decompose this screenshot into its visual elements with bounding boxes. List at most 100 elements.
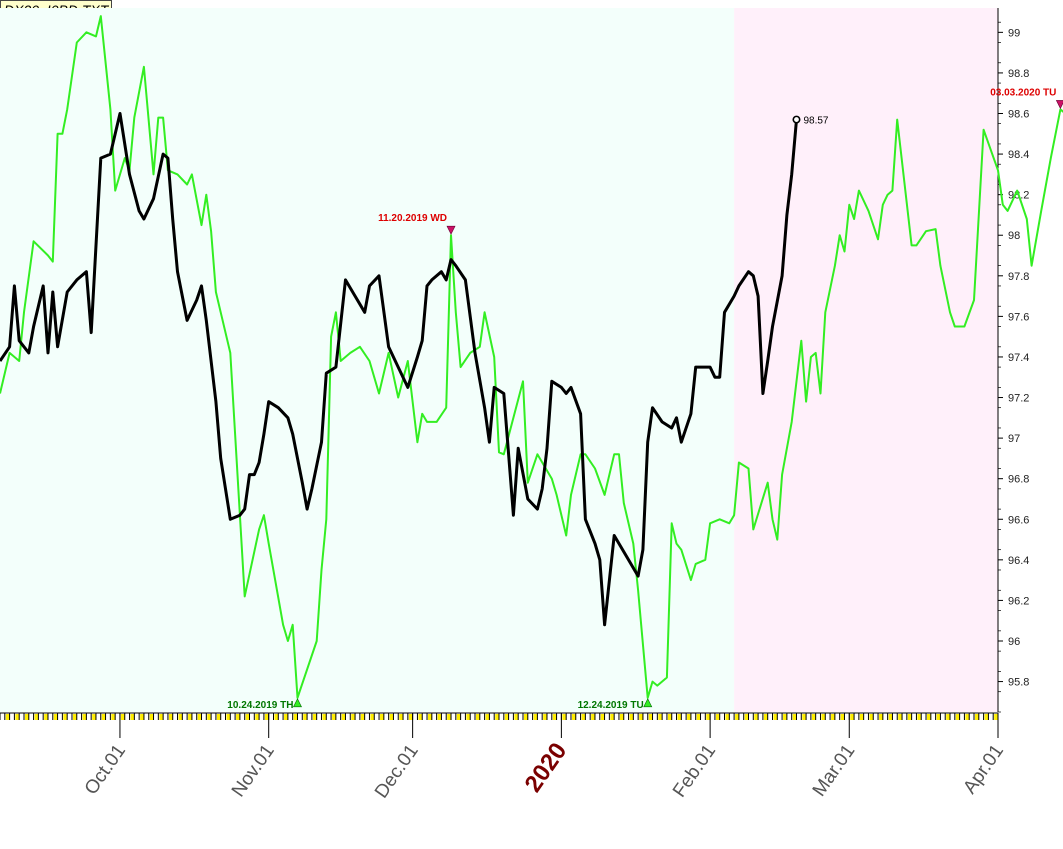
x-day-marker — [188, 714, 192, 720]
x-day-marker — [226, 714, 231, 720]
y-tick-label: 98.8 — [1008, 68, 1029, 80]
x-day-marker — [754, 714, 758, 720]
y-tick-label: 97.6 — [1008, 311, 1029, 323]
low-marker — [643, 698, 653, 708]
x-day-marker — [763, 714, 768, 720]
x-day-marker — [907, 714, 912, 720]
x-day-marker — [619, 714, 624, 720]
x-day-marker — [351, 714, 355, 720]
x-day-marker — [562, 714, 566, 720]
x-day-marker — [831, 714, 835, 720]
x-day-marker — [773, 714, 777, 720]
high-marker — [446, 225, 456, 235]
x-day-marker — [34, 714, 39, 720]
high-label: 11.20.2019 WD — [378, 213, 447, 224]
x-day-marker — [581, 714, 586, 720]
forecast-background — [734, 8, 998, 712]
x-day-marker — [274, 714, 278, 720]
y-tick-label: 96 — [1008, 636, 1020, 648]
x-day-marker — [293, 714, 298, 720]
x-day-marker — [629, 714, 634, 720]
x-tick-label: Dec.01 — [371, 741, 423, 802]
x-day-marker — [380, 714, 384, 720]
x-day-marker — [898, 714, 902, 720]
x-day-marker — [168, 714, 173, 720]
y-tick-label: 97 — [1008, 433, 1020, 445]
x-day-marker — [370, 714, 374, 720]
x-day-marker — [610, 714, 614, 720]
x-day-marker — [303, 714, 307, 720]
y-tick-label: 97.4 — [1008, 352, 1029, 364]
x-day-marker — [591, 714, 595, 720]
x-day-marker — [533, 714, 538, 720]
x-day-marker — [72, 714, 77, 720]
x-day-marker — [879, 714, 883, 720]
y-tick-label: 98.4 — [1008, 149, 1029, 161]
x-day-marker — [840, 714, 845, 720]
x-day-marker — [130, 714, 135, 720]
black-series-line — [0, 112, 798, 627]
x-day-marker — [111, 714, 115, 720]
x-day-marker — [284, 714, 288, 720]
x-day-marker — [447, 714, 451, 720]
x-day-marker — [955, 714, 960, 720]
x-day-marker — [888, 714, 893, 720]
x-day-marker — [15, 714, 19, 720]
x-day-marker — [485, 714, 490, 720]
x-day-marker — [399, 714, 403, 720]
x-day-marker — [476, 714, 480, 720]
x-day-marker — [92, 714, 96, 720]
x-day-marker — [677, 714, 682, 720]
x-day-marker — [53, 714, 58, 720]
y-tick-label: 97.2 — [1008, 393, 1029, 405]
y-tick-label: 95.8 — [1008, 677, 1029, 689]
x-day-marker — [322, 714, 326, 720]
x-day-marker — [859, 714, 864, 720]
low-label: 12.24.2019 TU — [578, 700, 644, 711]
x-day-marker — [523, 714, 528, 720]
x-day-marker — [552, 714, 557, 720]
x-day-marker — [936, 714, 941, 720]
x-day-marker — [428, 714, 432, 720]
y-tick-label: 96.6 — [1008, 514, 1029, 526]
x-day-marker — [178, 714, 183, 720]
x-day-marker — [735, 714, 739, 720]
x-day-marker — [715, 714, 720, 720]
x-day-marker — [783, 714, 787, 720]
x-day-marker — [389, 714, 394, 720]
x-day-marker — [696, 714, 701, 720]
green-series-line — [0, 15, 1063, 699]
y-tick-label: 98 — [1008, 230, 1020, 242]
x-day-marker — [44, 714, 48, 720]
x-day-marker — [927, 714, 931, 720]
x-day-marker — [255, 714, 259, 720]
x-day-marker — [120, 714, 125, 720]
last-value-label: 98.57 — [803, 116, 828, 127]
x-day-marker — [216, 714, 221, 720]
x-tick-label: Oct.01 — [81, 741, 130, 799]
y-tick-label: 96.2 — [1008, 595, 1029, 607]
x-tick-label: Feb.01 — [669, 741, 720, 802]
x-tick-label: Nov.01 — [228, 741, 279, 801]
x-day-marker — [341, 714, 346, 720]
x-day-marker — [802, 714, 806, 720]
x-day-marker — [706, 714, 710, 720]
x-day-marker — [917, 714, 921, 720]
x-day-marker — [744, 714, 749, 720]
y-tick-label: 96.4 — [1008, 555, 1029, 567]
x-day-marker — [571, 714, 576, 720]
y-tick-label: 98.6 — [1008, 108, 1029, 120]
x-day-marker — [82, 714, 87, 720]
x-day-marker — [821, 714, 825, 720]
x-day-marker — [658, 714, 662, 720]
x-day-marker — [207, 714, 211, 720]
x-day-marker — [811, 714, 816, 720]
y-tick-label: 96.8 — [1008, 474, 1029, 486]
x-day-marker — [264, 714, 269, 720]
x-day-marker — [245, 714, 250, 720]
x-day-marker — [332, 714, 336, 720]
x-day-marker — [149, 714, 154, 720]
x-day-marker — [466, 714, 470, 720]
x-day-marker — [975, 714, 979, 720]
